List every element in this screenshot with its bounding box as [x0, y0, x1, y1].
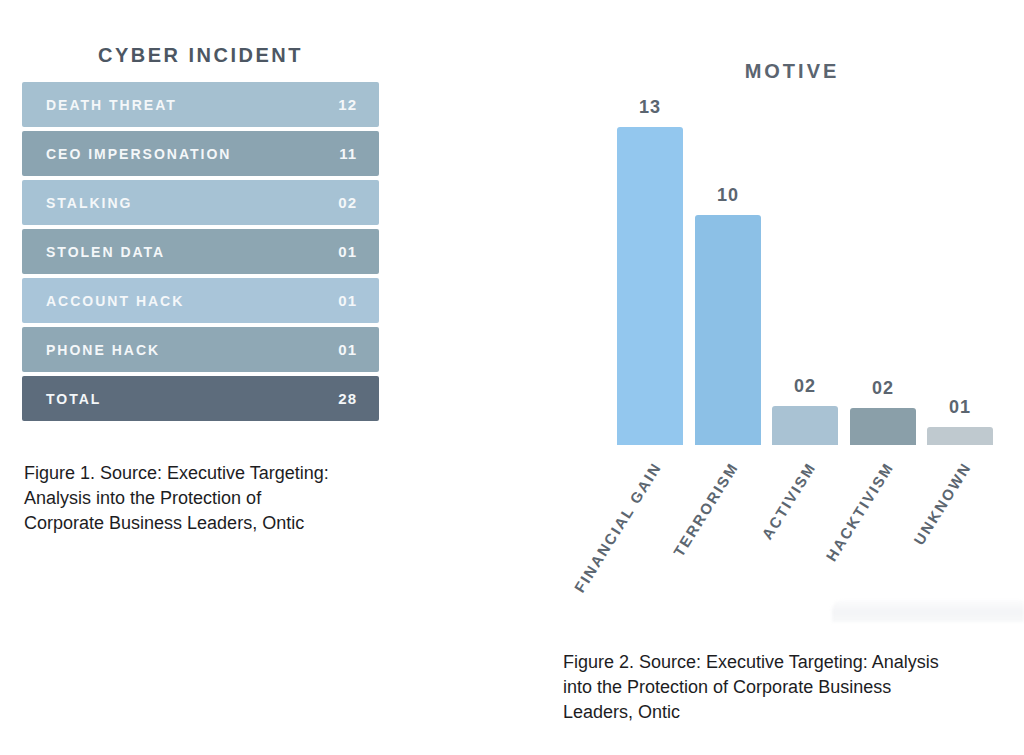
caption-line: Figure 1. Source: Executive Targeting: — [24, 461, 384, 486]
bar-column-unknown: 01 — [927, 397, 993, 445]
decorative-shadow — [832, 600, 1024, 622]
bar-column-hacktivism: 02 — [850, 378, 916, 445]
figure1-caption: Figure 1. Source: Executive Targeting: A… — [24, 461, 384, 536]
incident-count: 01 — [338, 243, 357, 260]
incident-count: 01 — [338, 292, 357, 309]
x-axis-label-unknown: UNKNOWN — [910, 459, 974, 548]
x-axis-label-hacktivism: HACKTIVISM — [822, 459, 896, 564]
bar-hacktivism — [850, 408, 916, 445]
caption-line: Figure 2. Source: Executive Targeting: A… — [563, 650, 1013, 675]
incident-count: 11 — [339, 145, 357, 162]
incident-count: 02 — [338, 194, 357, 211]
bar-terrorism — [695, 215, 761, 445]
bar-value-label: 02 — [872, 378, 894, 399]
bar-value-label: 01 — [949, 397, 971, 418]
incident-count: 12 — [338, 96, 357, 113]
motive-bar-chart: 13 10 02 02 01 — [560, 90, 1024, 445]
table-row: ACCOUNT HACK 01 — [22, 278, 379, 323]
bar-unknown — [927, 427, 993, 445]
cyber-incident-table: DEATH THREAT 12 CEO IMPERSONATION 11 STA… — [22, 82, 379, 425]
caption-line: Analysis into the Protection of — [24, 486, 384, 511]
total-count: 28 — [338, 390, 357, 407]
x-axis-label-activism: ACTIVISM — [759, 459, 820, 542]
table-row: PHONE HACK 01 — [22, 327, 379, 372]
caption-line: Corporate Business Leaders, Ontic — [24, 511, 384, 536]
bar-value-label: 13 — [639, 97, 661, 118]
caption-line: into the Protection of Corporate Busines… — [563, 675, 1013, 700]
table-row: DEATH THREAT 12 — [22, 82, 379, 127]
incident-count: 01 — [338, 341, 357, 358]
caption-line: Leaders, Ontic — [563, 700, 1013, 725]
figure2-caption: Figure 2. Source: Executive Targeting: A… — [563, 650, 1013, 725]
table-row: STOLEN DATA 01 — [22, 229, 379, 274]
table-row: STALKING 02 — [22, 180, 379, 225]
table-title: CYBER INCIDENT — [22, 44, 379, 67]
incident-label: STALKING — [46, 195, 133, 211]
bar-column-activism: 02 — [772, 376, 838, 445]
figure-page: CYBER INCIDENT DEATH THREAT 12 CEO IMPER… — [0, 0, 1024, 755]
total-label: TOTAL — [46, 391, 101, 407]
x-axis-label-financial-gain: FINANCIAL GAIN — [570, 459, 664, 595]
table-row: CEO IMPERSONATION 11 — [22, 131, 379, 176]
incident-label: ACCOUNT HACK — [46, 293, 184, 309]
bar-column-terrorism: 10 — [695, 185, 761, 445]
table-total-row: TOTAL 28 — [22, 376, 379, 421]
bar-activism — [772, 406, 838, 445]
incident-label: STOLEN DATA — [46, 244, 165, 260]
incident-label: DEATH THREAT — [46, 97, 177, 113]
bar-financial-gain — [617, 127, 683, 445]
incident-label: CEO IMPERSONATION — [46, 146, 231, 162]
x-axis-label-terrorism: TERRORISM — [670, 459, 742, 560]
incident-label: PHONE HACK — [46, 342, 160, 358]
chart-title: MOTIVE — [560, 60, 1024, 83]
bar-value-label: 10 — [717, 185, 739, 206]
bar-column-financial-gain: 13 — [617, 97, 683, 445]
bar-value-label: 02 — [794, 376, 816, 397]
